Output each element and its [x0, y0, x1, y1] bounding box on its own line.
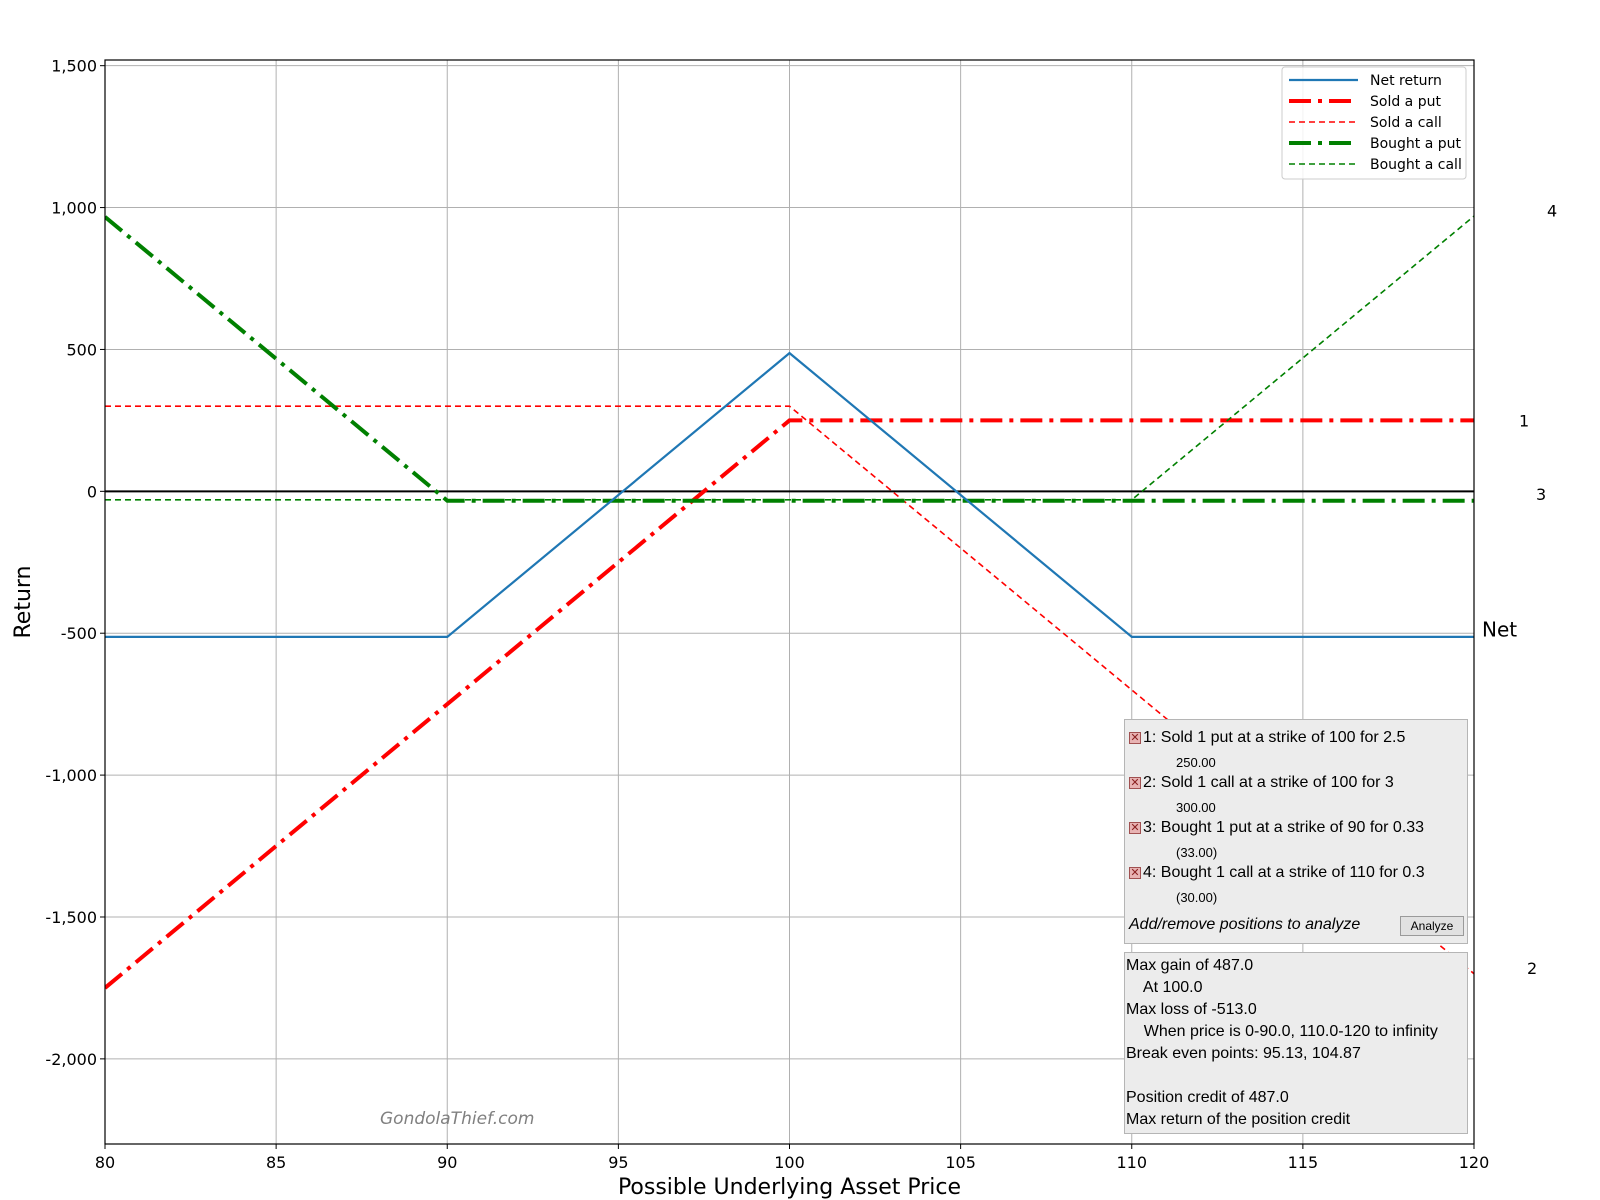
series-line-sold-a-put [105, 418, 1474, 990]
legend: Net return Sold a put Sold a call Bought a … [1281, 66, 1467, 180]
positions-panel: ✕ 1: Sold 1 put at a strike of 100 for 2… [1124, 719, 1468, 944]
remove-position-1-icon[interactable]: ✕ [1129, 732, 1141, 744]
position-2-amount: 300.00 [1176, 800, 1216, 815]
legend-entry: Sold a call [1370, 115, 1442, 131]
series-group [105, 215, 1474, 990]
position-1-label: 1: Sold 1 put at a strike of 100 for 2.5 [1143, 729, 1406, 746]
position-4-amount: (30.00) [1176, 890, 1218, 905]
x-tick-label: 100 [774, 1153, 805, 1172]
x-tick-label: 85 [266, 1153, 286, 1172]
break-even-text: Break even points: 95.13, 104.87 [1126, 1045, 1361, 1062]
remove-position-2-icon[interactable]: ✕ [1129, 777, 1141, 789]
position-row-3: ✕ 3: Bought 1 put at a strike of 90 for … [1129, 819, 1424, 837]
legend-entry: Net return [1370, 73, 1442, 89]
remove-position-3-icon[interactable]: ✕ [1129, 822, 1141, 834]
x-tick-label: 95 [608, 1153, 628, 1172]
y-tick-label: 0 [87, 482, 97, 501]
y-tick-label: -1,500 [45, 908, 97, 927]
end-label-3: 3 [1536, 485, 1546, 504]
x-axis-title: Possible Underlying Asset Price [618, 1175, 961, 1200]
y-tick-label: -2,000 [45, 1050, 97, 1069]
positions-footer: Add/remove positions to analyze [1129, 916, 1361, 933]
max-loss-when-text: When price is 0-90.0, 110.0-120 to infin… [1126, 1023, 1438, 1040]
x-tick-label: 90 [437, 1153, 457, 1172]
position-3-label: 3: Bought 1 put at a strike of 90 for 0.… [1143, 819, 1425, 836]
remove-position-4-icon[interactable]: ✕ [1129, 867, 1141, 879]
max-gain-text: Max gain of 487.0 [1126, 957, 1254, 974]
y-tick-label: -1,000 [45, 766, 97, 785]
series-line-sold-a-call [105, 405, 1474, 975]
legend-entry: Bought a put [1370, 136, 1462, 152]
x-tick-label: 115 [1288, 1153, 1319, 1172]
max-return-text: Max return of the position credit [1126, 1111, 1351, 1128]
y-tick-label: 1,500 [51, 57, 97, 76]
legend-entry: Sold a put [1370, 94, 1441, 110]
legend-box [1281, 66, 1467, 180]
x-tick-label: 120 [1459, 1153, 1490, 1172]
position-row-2: ✕ 2: Sold 1 call at a strike of 100 for … [1129, 774, 1394, 792]
series-line-bought-a-call [105, 215, 1474, 501]
summary-panel: Max gain of 487.0 At 100.0 Max loss of -… [1124, 952, 1468, 1134]
series-line-net-return [105, 351, 1474, 639]
position-row-4: ✕ 4: Bought 1 call at a strike of 110 fo… [1129, 864, 1425, 882]
position-row-1: ✕ 1: Sold 1 put at a strike of 100 for 2… [1129, 729, 1405, 747]
end-label-2: 2 [1527, 959, 1537, 978]
end-label-4: 4 [1547, 201, 1557, 220]
end-label-net: Net [1482, 617, 1517, 641]
y-tick-label: 500 [66, 340, 97, 359]
position-1-amount: 250.00 [1176, 755, 1216, 770]
watermark: GondolaThief.com [380, 1109, 534, 1129]
max-gain-at-text: At 100.0 [1126, 979, 1203, 996]
y-tick-label: 1,000 [51, 199, 97, 218]
legend-entry: Bought a call [1370, 157, 1462, 173]
y-tick-label: -500 [61, 624, 97, 643]
end-label-1: 1 [1519, 411, 1529, 430]
series-line-bought-a-put [105, 215, 1474, 503]
x-tick-label: 80 [95, 1153, 115, 1172]
position-4-label: 4: Bought 1 call at a strike of 110 for … [1143, 864, 1425, 881]
position-2-label: 2: Sold 1 call at a strike of 100 for 3 [1143, 774, 1394, 791]
position-3-amount: (33.00) [1176, 845, 1218, 860]
analyze-button[interactable]: Analyze [1400, 916, 1464, 936]
max-loss-text: Max loss of -513.0 [1126, 1001, 1257, 1018]
y-axis-title: Return [11, 565, 36, 638]
position-credit-text: Position credit of 487.0 [1126, 1089, 1289, 1106]
x-tick-label: 110 [1116, 1153, 1147, 1172]
x-tick-label: 105 [945, 1153, 976, 1172]
